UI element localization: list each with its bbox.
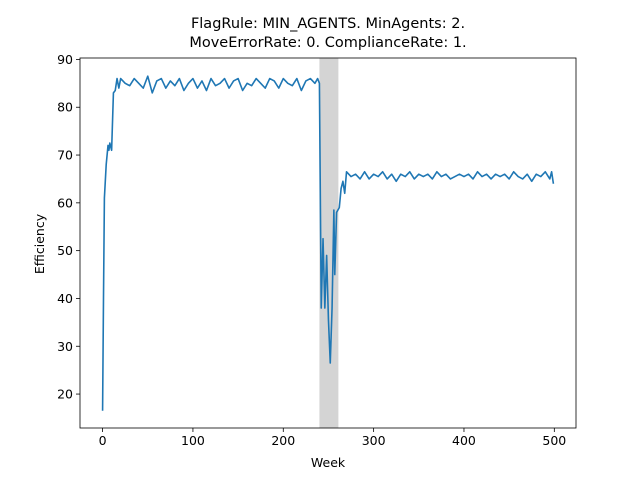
x-tick-label: 500 (542, 433, 566, 448)
y-tick-label: 50 (57, 243, 73, 258)
y-tick-label: 60 (57, 195, 73, 210)
x-tick-label: 300 (362, 433, 386, 448)
x-axis-label: Week (311, 455, 346, 470)
y-tick-label: 80 (57, 100, 73, 115)
chart-title: MoveErrorRate: 0. ComplianceRate: 1. (189, 35, 466, 51)
y-tick-label: 90 (57, 52, 73, 67)
x-tick-label: 0 (99, 433, 107, 448)
x-tick-label: 100 (181, 433, 205, 448)
plot-frame (79, 57, 577, 429)
x-tick-label: 400 (452, 433, 476, 448)
chart-title: FlagRule: MIN_AGENTS. MinAgents: 2. (191, 16, 465, 32)
y-tick-label: 30 (57, 339, 73, 354)
shaded-span (319, 58, 339, 428)
y-tick-label: 40 (57, 291, 73, 306)
y-tick-label: 20 (57, 387, 73, 402)
x-tick-label: 200 (271, 433, 295, 448)
y-tick-label: 70 (57, 148, 73, 163)
line (101, 75, 555, 411)
y-axis-label: Efficiency (32, 213, 47, 274)
